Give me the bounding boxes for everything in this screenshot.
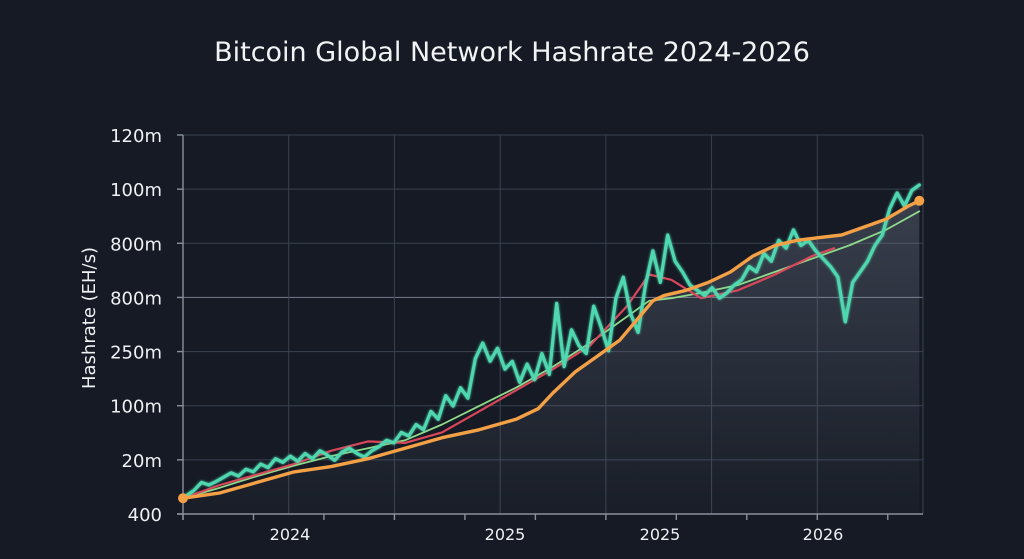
y-tick-label: 120m [110,126,162,147]
cumulative-start-marker [178,493,188,504]
cumulative-line [181,199,921,500]
cumulative-area [183,200,920,515]
x-tick-label: 2025 [640,525,681,544]
cumulative-area-fill [183,200,920,515]
y-tick-label: 800m [110,288,162,309]
x-tick-label: 2025 [485,525,526,544]
daily-hashrate-line [181,183,921,500]
y-axis-label: Hashrate (EH/s) [79,247,100,389]
y-tick-label: 400 [128,505,162,526]
y-tick-label: 250m [110,343,162,364]
series-lines [181,183,921,500]
endpoint-markers [178,195,925,504]
axes [177,134,923,520]
y-tick-label: 100m [110,397,162,418]
y-tick-label: 800m [110,234,162,255]
y-tick-label: 20m [122,451,162,472]
y-tick-labels: 400 20m 100m 250m 800m 800m 100m 120m [110,126,162,526]
y-tick-label: 100m [110,180,162,201]
chart-title: Bitcoin Global Network Hashrate 2024-202… [214,37,810,68]
x-tick-label: 2026 [803,525,844,544]
cumulative-end-marker [914,195,925,206]
x-tick-labels: 2024 2025 2025 2026 [270,525,844,544]
x-tick-label: 2024 [270,525,311,544]
